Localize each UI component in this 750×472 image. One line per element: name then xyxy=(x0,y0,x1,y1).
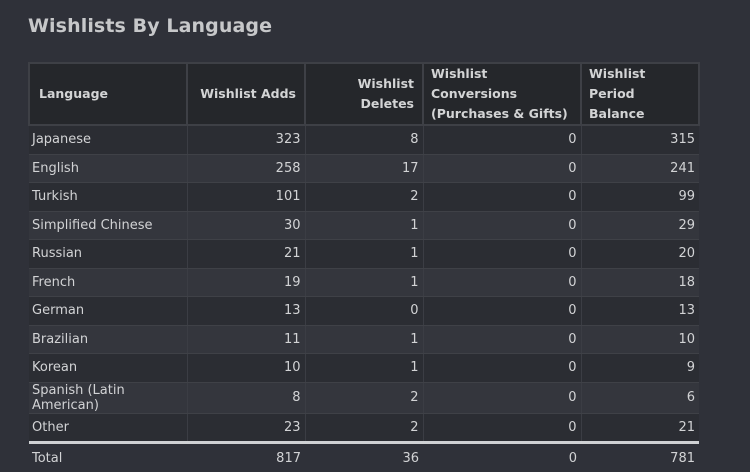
cell-balance: 10 xyxy=(581,325,699,354)
cell-deletes: 2 xyxy=(305,382,423,413)
cell-deletes: 2 xyxy=(305,183,423,212)
wishlist-language-table: Language Wishlist Adds Wishlist Deletes … xyxy=(28,62,700,472)
cell-balance: 9 xyxy=(581,354,699,383)
cell-language: Russian xyxy=(29,240,187,269)
table-row: German 13 0 0 13 xyxy=(29,297,699,326)
cell-deletes: 1 xyxy=(305,354,423,383)
cell-balance: 6 xyxy=(581,382,699,413)
cell-deletes: 1 xyxy=(305,325,423,354)
cell-conversions: 0 xyxy=(423,211,581,240)
cell-conversions: 0 xyxy=(423,268,581,297)
cell-conversions: 0 xyxy=(423,183,581,212)
cell-adds: 23 xyxy=(187,413,305,443)
cell-conversions: 0 xyxy=(423,154,581,183)
cell-adds: 258 xyxy=(187,154,305,183)
cell-balance: 99 xyxy=(581,183,699,212)
cell-language: Turkish xyxy=(29,183,187,212)
cell-adds: 323 xyxy=(187,125,305,154)
cell-conversions: 0 xyxy=(423,354,581,383)
table-row: Other 23 2 0 21 xyxy=(29,413,699,443)
cell-language: French xyxy=(29,268,187,297)
table-row: English 258 17 0 241 xyxy=(29,154,699,183)
cell-language: Korean xyxy=(29,354,187,383)
cell-balance: 315 xyxy=(581,125,699,154)
cell-deletes: 8 xyxy=(305,125,423,154)
cell-adds: 21 xyxy=(187,240,305,269)
cell-language: Japanese xyxy=(29,125,187,154)
cell-balance: 29 xyxy=(581,211,699,240)
cell-adds: 101 xyxy=(187,183,305,212)
cell-conversions: 0 xyxy=(423,325,581,354)
cell-deletes: 1 xyxy=(305,211,423,240)
table-row: Simplified Chinese 30 1 0 29 xyxy=(29,211,699,240)
cell-deletes: 17 xyxy=(305,154,423,183)
total-label: Total xyxy=(29,443,187,472)
total-adds: 817 xyxy=(187,443,305,472)
cell-language: German xyxy=(29,297,187,326)
total-deletes: 36 xyxy=(305,443,423,472)
cell-deletes: 1 xyxy=(305,240,423,269)
table-row: French 19 1 0 18 xyxy=(29,268,699,297)
cell-balance: 21 xyxy=(581,413,699,443)
column-header-wishlist-conversions[interactable]: Wishlist Conversions (Purchases & Gifts) xyxy=(423,63,581,125)
column-header-language[interactable]: Language xyxy=(29,63,187,125)
column-header-wishlist-adds[interactable]: Wishlist Adds xyxy=(187,63,305,125)
cell-language: Brazilian xyxy=(29,325,187,354)
table-row: Turkish 101 2 0 99 xyxy=(29,183,699,212)
cell-conversions: 0 xyxy=(423,413,581,443)
cell-balance: 20 xyxy=(581,240,699,269)
cell-conversions: 0 xyxy=(423,125,581,154)
table-header-row: Language Wishlist Adds Wishlist Deletes … xyxy=(29,63,699,125)
table-row: Spanish (Latin American) 8 2 0 6 xyxy=(29,382,699,413)
cell-deletes: 1 xyxy=(305,268,423,297)
column-header-wishlist-deletes[interactable]: Wishlist Deletes xyxy=(305,63,423,125)
cell-balance: 18 xyxy=(581,268,699,297)
table-row: Japanese 323 8 0 315 xyxy=(29,125,699,154)
cell-adds: 8 xyxy=(187,382,305,413)
table-row: Korean 10 1 0 9 xyxy=(29,354,699,383)
table-row: Brazilian 11 1 0 10 xyxy=(29,325,699,354)
cell-deletes: 2 xyxy=(305,413,423,443)
cell-balance: 241 xyxy=(581,154,699,183)
cell-adds: 13 xyxy=(187,297,305,326)
table-row: Russian 21 1 0 20 xyxy=(29,240,699,269)
page-title: Wishlists By Language xyxy=(28,15,272,37)
cell-language: English xyxy=(29,154,187,183)
cell-adds: 11 xyxy=(187,325,305,354)
cell-adds: 19 xyxy=(187,268,305,297)
cell-conversions: 0 xyxy=(423,240,581,269)
cell-conversions: 0 xyxy=(423,382,581,413)
cell-deletes: 0 xyxy=(305,297,423,326)
column-header-wishlist-period-balance[interactable]: Wishlist Period Balance xyxy=(581,63,699,125)
total-conversions: 0 xyxy=(423,443,581,472)
cell-adds: 10 xyxy=(187,354,305,383)
total-balance: 781 xyxy=(581,443,699,472)
cell-balance: 13 xyxy=(581,297,699,326)
cell-language: Spanish (Latin American) xyxy=(29,382,187,413)
cell-conversions: 0 xyxy=(423,297,581,326)
cell-adds: 30 xyxy=(187,211,305,240)
cell-language: Other xyxy=(29,413,187,443)
total-row: Total 817 36 0 781 xyxy=(29,443,699,472)
cell-language: Simplified Chinese xyxy=(29,211,187,240)
